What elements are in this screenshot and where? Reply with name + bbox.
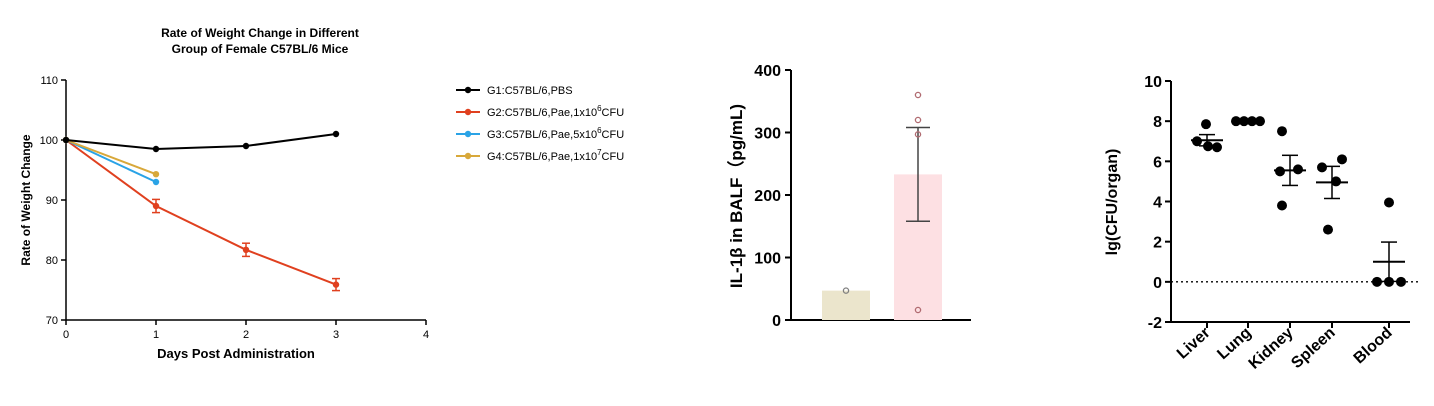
data-point <box>1372 276 1382 287</box>
data-point <box>152 171 160 178</box>
data-point <box>152 178 160 186</box>
x-tick-label: 3 <box>333 329 339 341</box>
y-tick-label: -2 <box>1148 315 1162 332</box>
data-point <box>1337 154 1347 165</box>
x-tick-label: Spleen <box>1288 324 1338 372</box>
legend-text: CFU <box>602 129 625 141</box>
y-tick-label: 300 <box>754 126 781 143</box>
x-tick-label: Blood <box>1351 324 1396 367</box>
data-point <box>1323 224 1333 235</box>
data-point <box>1212 142 1222 153</box>
bar <box>822 290 870 320</box>
y-tick-label: 110 <box>40 75 58 87</box>
y-tick-label: 2 <box>1153 235 1162 252</box>
x-tick-label: 1 <box>153 329 159 341</box>
data-point <box>242 142 250 150</box>
legend-superscript: 7 <box>597 148 602 157</box>
y-tick-label: 100 <box>40 135 58 147</box>
y-tick-label: 200 <box>754 188 781 205</box>
legend-superscript: 6 <box>597 126 602 135</box>
chart-title-line1: Rate of Weight Change in Different <box>161 26 359 40</box>
y-tick-label: 0 <box>1153 275 1162 292</box>
x-tick-label: Liver <box>1174 324 1214 362</box>
data-point <box>242 246 250 253</box>
legend-swatch-marker <box>464 130 472 138</box>
line-chart-series <box>62 130 340 292</box>
bar-chart-bars <box>822 91 942 320</box>
data-point <box>1277 126 1287 137</box>
data-point <box>152 145 160 153</box>
data-point <box>332 130 340 138</box>
y-tick-label: 10 <box>1144 74 1162 91</box>
legend-entry: G2:C57BL/6,Pae,1x106CFU <box>487 104 624 119</box>
dot-plot-points <box>1191 116 1406 287</box>
y-tick-label: 8 <box>1153 114 1162 131</box>
y-axis-label: IL-1β in BALF（pg/mL) <box>726 104 746 288</box>
data-point <box>1396 276 1406 287</box>
legend: G1:C57BL/6,PBSG2:C57BL/6,Pae,1x106CFUG3:… <box>456 85 624 163</box>
y-tick-label: 70 <box>46 315 58 327</box>
legend-entry: G1:C57BL/6,PBS <box>487 85 573 97</box>
x-tick-label: Kidney <box>1246 324 1297 372</box>
y-tick-label: 6 <box>1153 154 1162 171</box>
bar-chart-axes: 0 100 200 300 400 <box>754 63 971 330</box>
series-line <box>65 133 337 151</box>
data-point <box>842 287 850 294</box>
legend-text: CFU <box>602 107 625 119</box>
legend-entry: G3:C57BL/6,Pae,5x106CFU <box>487 126 624 141</box>
legend-superscript: 6 <box>597 104 602 113</box>
data-point <box>914 116 922 124</box>
legend-swatch-marker <box>464 152 472 160</box>
line-chart-axes: 70 80 90 100 110 0 1 2 3 4 <box>40 75 429 341</box>
legend-text: CFU <box>602 151 625 163</box>
legend-text: G2:C57BL/6,Pae,1x10 <box>487 107 597 119</box>
x-tick-label: 2 <box>243 329 249 341</box>
data-point <box>1192 136 1202 147</box>
data-point <box>914 306 922 314</box>
legend-text: G3:C57BL/6,Pae,5x10 <box>487 129 597 141</box>
legend-swatch-marker <box>464 108 472 116</box>
y-tick-label: 90 <box>46 195 58 207</box>
x-tick-label: 0 <box>63 329 69 341</box>
data-point <box>152 202 160 210</box>
y-tick-label: 80 <box>46 255 58 267</box>
data-point <box>332 281 340 288</box>
x-axis-label: Days Post Administration <box>157 346 315 361</box>
y-tick-label: 400 <box>754 63 781 80</box>
weight-change-chart: Rate of Weight Change in Different Group… <box>19 26 624 361</box>
chart-title-line2: Group of Female C57BL/6 Mice <box>172 42 349 56</box>
series-line <box>65 139 337 286</box>
data-point <box>1277 200 1287 211</box>
legend-text: G1:C57BL/6,PBS <box>487 85 573 97</box>
data-point <box>1331 176 1341 187</box>
y-tick-label: 0 <box>772 313 781 330</box>
data-point <box>1201 119 1211 130</box>
legend-entry: G4:C57BL/6,Pae,1x107CFU <box>487 148 624 163</box>
legend-swatch-marker <box>464 86 472 94</box>
x-tick-label: 4 <box>423 329 429 341</box>
data-point <box>1317 162 1327 173</box>
legend-text: G4:C57BL/6,Pae,1x10 <box>487 151 597 163</box>
data-point <box>1293 164 1303 175</box>
y-axis-label: Rate of Weight Change <box>19 134 33 265</box>
y-axis-label: lg(CFU/organ) <box>1104 149 1121 256</box>
data-point <box>914 91 922 99</box>
series-line <box>65 139 157 176</box>
series-line <box>65 139 157 183</box>
y-tick-label: 100 <box>754 251 781 268</box>
data-point <box>1384 197 1394 208</box>
data-point <box>914 131 922 138</box>
y-tick-label: 4 <box>1153 195 1162 212</box>
data-point <box>1275 166 1285 177</box>
il1b-bar-chart: 0 100 200 300 400 IL-1β in BALF（pg/mL) <box>726 63 971 330</box>
data-point <box>62 136 70 144</box>
